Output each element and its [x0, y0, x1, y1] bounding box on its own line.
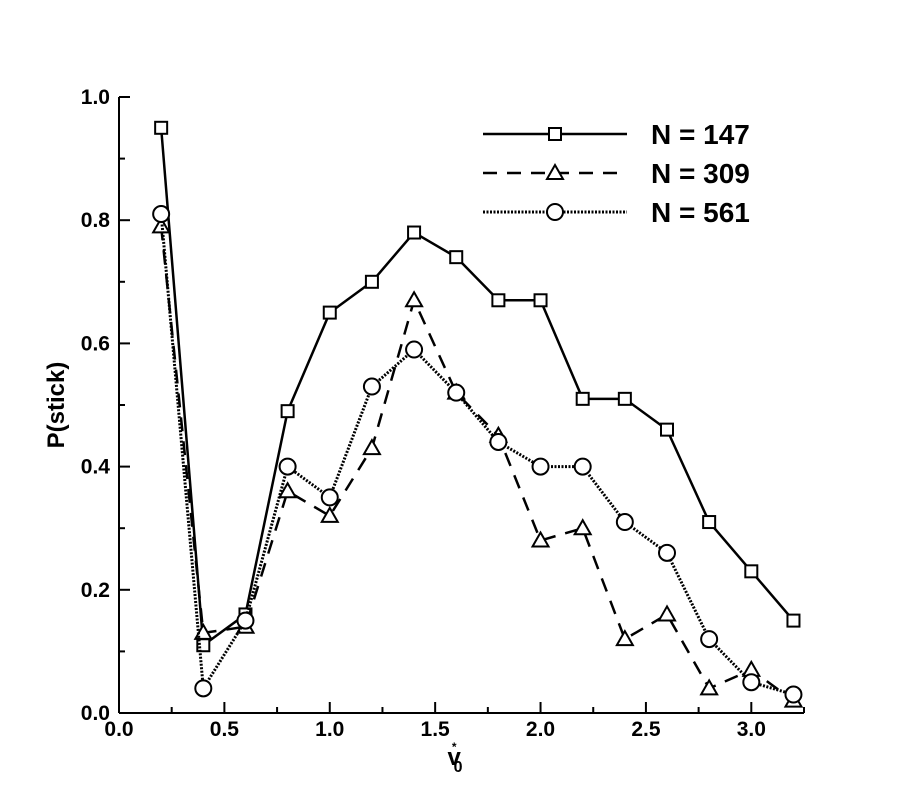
legend-marker — [546, 203, 564, 221]
y-tick-label: 0.8 — [81, 209, 111, 232]
x-tick-label: 0.0 — [104, 718, 133, 741]
x-axis-title-main: v — [448, 744, 462, 771]
x-axis-title: v* 0 — [448, 740, 463, 776]
x-tick-label: 1.5 — [421, 718, 451, 741]
data-point — [449, 250, 464, 265]
series-line — [159, 226, 795, 702]
data-point — [362, 438, 382, 456]
data-point — [236, 611, 255, 630]
x-tick-label: 3.0 — [737, 718, 766, 741]
data-point — [193, 622, 214, 640]
legend-marker — [548, 127, 562, 141]
y-tick-label: 0.4 — [81, 456, 111, 479]
data-point — [744, 564, 759, 579]
data-point — [320, 505, 340, 523]
data-point — [278, 457, 297, 476]
data-point — [617, 391, 632, 406]
legend-label: N = 309 — [651, 158, 750, 189]
y-tick-label: 0.0 — [81, 702, 110, 725]
data-point — [660, 422, 674, 437]
x-tick-label: 1.0 — [315, 718, 344, 741]
data-point — [447, 383, 466, 402]
data-point — [742, 673, 761, 692]
data-point — [320, 488, 339, 507]
series-circle — [152, 205, 803, 704]
legend-label: N = 147 — [651, 119, 750, 150]
y-tick-label: 1.0 — [81, 86, 110, 109]
data-point — [322, 305, 337, 320]
data-point — [489, 432, 508, 451]
axes: 0.0 0.2 0.4 0.6 0.8 1.0 0.0 0.5 1.0 1.5 2.0 2.5 3.0 — [81, 86, 805, 741]
x-axis-title-sup: * — [452, 740, 457, 754]
legend: N = 147 N = 309 N = 561 — [483, 119, 750, 228]
data-point — [154, 120, 169, 135]
x-axis-title-sub: 0 — [454, 759, 463, 776]
data-point — [407, 225, 422, 240]
data-point — [700, 630, 719, 649]
data-point — [530, 530, 551, 548]
data-point — [531, 457, 550, 476]
y-tick-label: 0.2 — [81, 579, 110, 602]
y-axis-title: P(stick) — [43, 362, 70, 449]
data-point — [362, 377, 381, 396]
data-point — [152, 205, 171, 224]
x-tick-label: 0.5 — [210, 718, 240, 741]
data-point — [657, 604, 677, 622]
data-point — [658, 543, 676, 562]
data-point — [277, 481, 298, 499]
data-point — [615, 513, 634, 532]
data-point — [572, 518, 593, 536]
data-point — [533, 293, 548, 308]
data-point — [491, 293, 506, 308]
data-point — [194, 679, 213, 698]
series-layer — [151, 120, 804, 708]
data-point — [364, 274, 379, 289]
data-point — [405, 340, 424, 359]
series-line — [159, 127, 795, 647]
legend-label: N = 561 — [651, 197, 750, 228]
data-point — [786, 613, 801, 628]
legend-marker — [545, 162, 565, 180]
data-point — [404, 290, 424, 308]
x-tick-label: 2.5 — [631, 718, 661, 741]
data-point — [784, 685, 803, 704]
data-point — [573, 457, 592, 476]
data-point — [702, 515, 717, 530]
data-point — [280, 404, 295, 419]
data-point — [615, 629, 635, 647]
series-square — [154, 120, 801, 653]
data-point — [575, 391, 590, 406]
y-tick-label: 0.6 — [81, 332, 110, 355]
x-tick-label: 2.0 — [526, 718, 555, 741]
series-line — [159, 213, 794, 696]
data-point — [699, 678, 719, 696]
